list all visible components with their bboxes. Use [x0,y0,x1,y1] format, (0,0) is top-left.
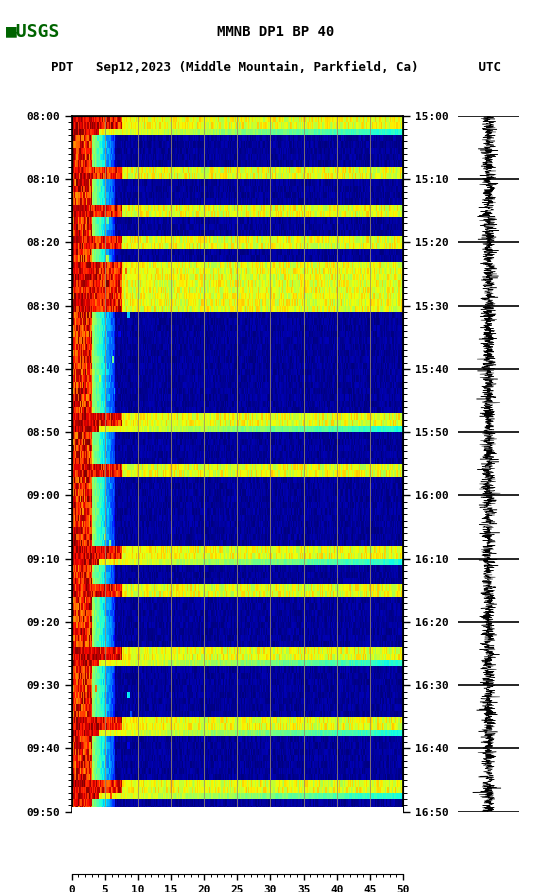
Text: PDT   Sep12,2023 (Middle Mountain, Parkfield, Ca)        UTC: PDT Sep12,2023 (Middle Mountain, Parkfie… [51,61,501,74]
Text: ■USGS: ■USGS [6,22,60,40]
Text: MMNB DP1 BP 40: MMNB DP1 BP 40 [217,25,335,39]
